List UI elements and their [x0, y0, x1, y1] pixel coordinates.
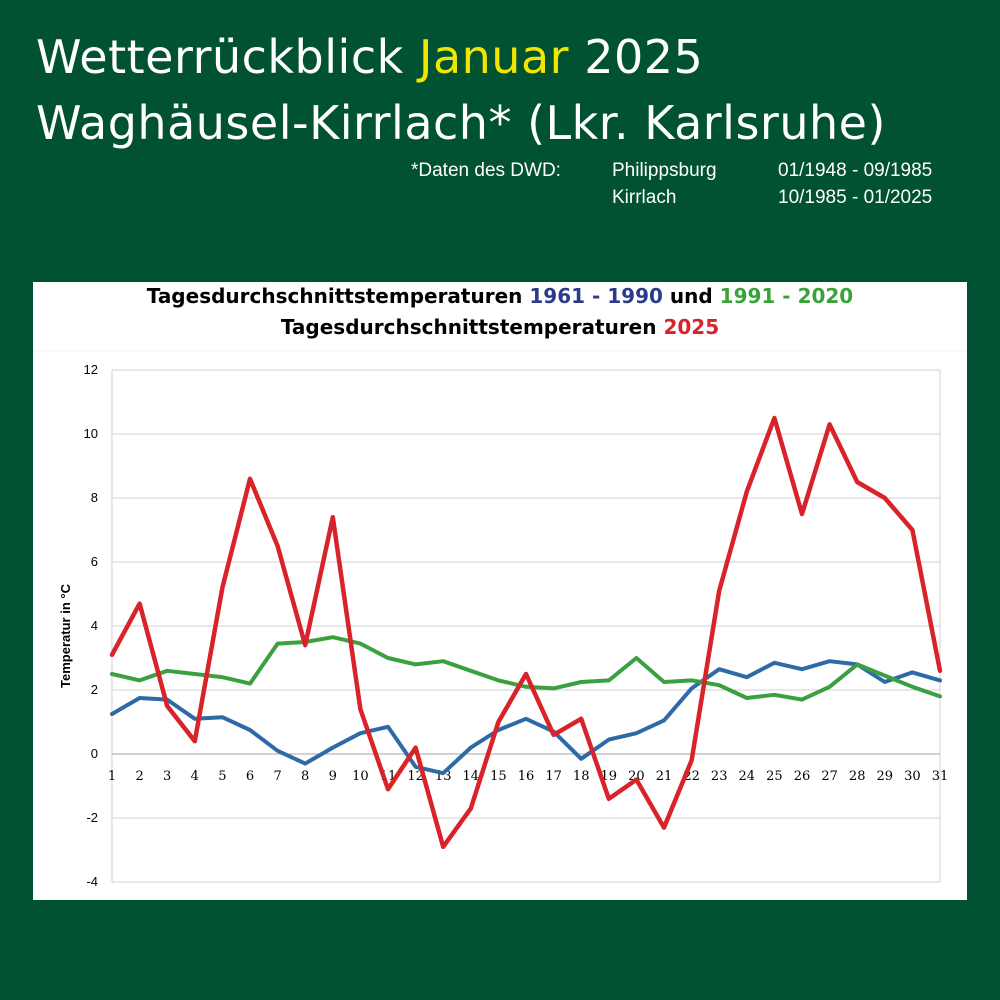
y-tick-label: 0: [91, 746, 98, 761]
page-title: Wetterrückblick Januar 2025: [36, 30, 703, 84]
x-tick-label: 26: [794, 769, 811, 784]
y-tick-label: -4: [86, 874, 98, 889]
y-tick-label: 12: [84, 362, 98, 377]
x-tick-label: 6: [246, 769, 254, 784]
x-tick-label: 2: [135, 769, 143, 784]
x-tick-label: 14: [463, 769, 480, 784]
x-tick-label: 29: [877, 769, 894, 784]
x-tick-label: 1: [108, 769, 116, 784]
chart-panel: Tagesdurchschnittstemperaturen 1961 - 19…: [33, 282, 967, 900]
source-period-2: 10/1985 - 01/2025: [778, 187, 933, 208]
source-station-2: Kirrlach: [612, 187, 677, 208]
chart-title-line-1: Tagesdurchschnittstemperaturen 1961 - 19…: [33, 284, 967, 308]
x-tick-label: 5: [218, 769, 226, 784]
x-tick-label: 12: [407, 769, 424, 784]
y-tick-label: 10: [84, 426, 98, 441]
x-tick-label: 21: [656, 769, 673, 784]
x-tick-label: 8: [301, 769, 309, 784]
title-year: 2025: [584, 30, 704, 84]
x-tick-label: 23: [711, 769, 728, 784]
y-axis-label: Temperatur in °C: [58, 583, 73, 688]
x-tick-label: 17: [545, 769, 562, 784]
chart-title-line-2: Tagesdurchschnittstemperaturen 2025: [33, 315, 967, 339]
chart-title-prefix-1: Tagesdurchschnittstemperaturen: [146, 284, 523, 308]
y-tick-label: -2: [86, 810, 98, 825]
source-station-1: Philippsburg: [612, 160, 717, 181]
y-tick-label: 6: [91, 554, 98, 569]
series-line-1991-2020: [110, 635, 942, 702]
x-tick-label: 7: [273, 769, 281, 784]
x-tick-label: 10: [352, 769, 369, 784]
x-tick-label: 3: [163, 769, 171, 784]
source-period-1: 01/1948 - 09/1985: [778, 160, 933, 181]
chart-title-period-2: 1991 - 2020: [719, 284, 854, 308]
x-tick-label: 18: [573, 769, 590, 784]
chart-title-joiner: und: [669, 284, 713, 308]
page-subtitle: Waghäusel-Kirrlach* (Lkr. Karlsruhe): [36, 96, 886, 150]
y-tick-label: 8: [91, 490, 98, 505]
x-tick-label: 31: [932, 769, 949, 784]
x-tick-label: 28: [849, 769, 866, 784]
title-month: Januar: [418, 30, 570, 84]
x-tick-label: 24: [739, 769, 756, 784]
x-tick-label: 15: [490, 769, 507, 784]
x-tick-label: 16: [518, 769, 535, 784]
series-line-1961-1990: [110, 659, 942, 776]
x-tick-label: 30: [904, 769, 921, 784]
y-tick-label: 4: [91, 618, 98, 633]
x-tick-label: 9: [329, 769, 337, 784]
source-label: *Daten des DWD:: [411, 160, 561, 181]
x-tick-label: 4: [191, 769, 199, 784]
y-tick-label: 2: [91, 682, 98, 697]
x-tick-label: 27: [821, 769, 838, 784]
title-prefix: Wetterrückblick: [36, 30, 404, 84]
series-line-2025: [109, 415, 943, 850]
chart-title-period-1: 1961 - 1990: [529, 284, 663, 308]
chart-title-year: 2025: [663, 315, 720, 339]
chart-title-prefix-2: Tagesdurchschnittstemperaturen: [280, 315, 657, 339]
x-tick-label: 25: [766, 769, 783, 784]
